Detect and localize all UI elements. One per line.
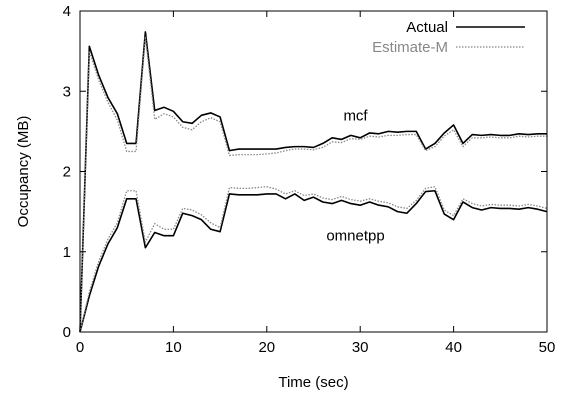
y-tick-label: 4 xyxy=(63,3,71,20)
y-axis-label: Occupancy (MB) xyxy=(15,116,32,228)
plot-frame xyxy=(79,10,548,333)
y-tick-label: 0 xyxy=(63,324,71,341)
x-tick-label: 40 xyxy=(445,339,462,356)
tick-layer: 0 10 20 30 40 50 0 1 2 3 4 xyxy=(63,3,556,356)
series-annotation-mcf: mcf xyxy=(343,107,368,124)
series-line-mcf-estimate xyxy=(79,36,547,333)
y-tick-label: 3 xyxy=(63,83,71,100)
y-tick-label: 2 xyxy=(63,164,71,181)
legend-label: Estimate-M xyxy=(372,39,448,56)
series-annotation-omnetpp: omnetpp xyxy=(326,228,384,245)
series-layer xyxy=(79,31,548,333)
series-line-omnetpp-estimate xyxy=(79,186,548,333)
series-line-omnetpp-actual xyxy=(79,189,548,333)
x-tick-label: 0 xyxy=(76,339,84,356)
x-tick-label: 30 xyxy=(352,339,369,356)
y-tick-label: 1 xyxy=(63,244,71,261)
x-tick-label: 20 xyxy=(258,339,275,356)
x-tick-label: 10 xyxy=(165,339,182,356)
annotation-layer: mcf omnetpp xyxy=(326,107,384,244)
x-axis-label: Time (sec) xyxy=(278,374,348,391)
legend-label: Actual xyxy=(406,19,448,36)
legend: Actual Estimate-M xyxy=(372,19,525,56)
x-tick-label: 50 xyxy=(539,339,556,356)
series-line-mcf-actual xyxy=(79,31,547,333)
